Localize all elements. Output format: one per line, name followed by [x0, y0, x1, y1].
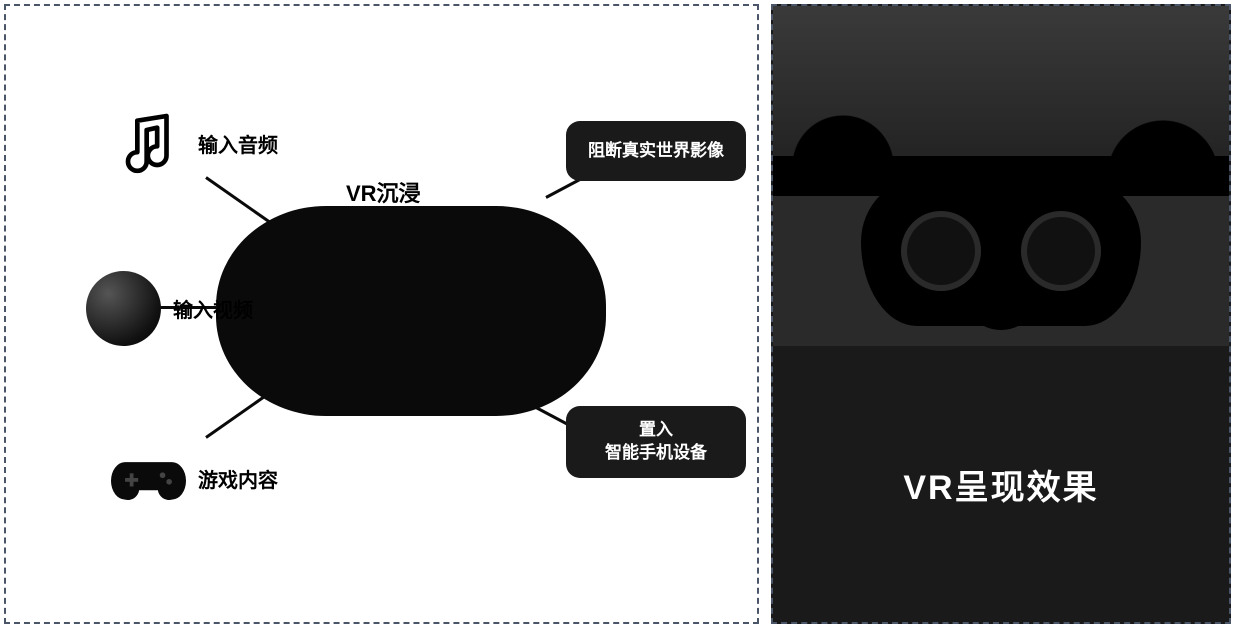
- input-game: 游戏内容: [111, 441, 278, 516]
- connector-game: [205, 390, 272, 438]
- vr-headset-center: [216, 206, 606, 416]
- connector-music: [205, 176, 272, 224]
- input-video-label: 输入视频: [173, 294, 253, 323]
- gamepad-icon: [111, 441, 186, 516]
- input-music-label: 输入音频: [198, 129, 278, 158]
- vr-title: VR沉浸: [346, 176, 421, 208]
- input-video: 输入视频: [86, 271, 253, 346]
- vr-headset-pov-icon: [861, 176, 1141, 326]
- output-block-realworld: 阻断真实世界影像: [566, 121, 746, 181]
- vr-headset-nose: [971, 290, 1031, 330]
- output-insert-phone: 置入 智能手机设备: [566, 406, 746, 478]
- result-caption: VR呈现效果: [773, 346, 1229, 622]
- vr-scene: [773, 6, 1229, 346]
- diagram-panel-result: VR呈现效果: [771, 4, 1231, 624]
- sphere-icon: [86, 271, 161, 346]
- input-music: 输入音频: [111, 106, 278, 181]
- input-game-label: 游戏内容: [198, 464, 278, 493]
- diagram-panel-inputs: VR沉浸 输入音频 输入视频 游戏内容: [4, 4, 759, 624]
- music-note-icon: [111, 106, 186, 181]
- output-insert-phone-text: 置入 智能手机设备: [605, 419, 707, 465]
- output-block-realworld-text: 阻断真实世界影像: [588, 140, 724, 163]
